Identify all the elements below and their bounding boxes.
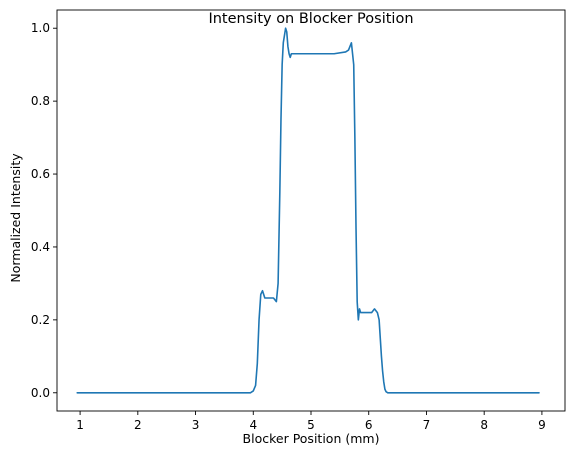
x-tick-label: 9 [538, 418, 546, 432]
y-tick-label: 0.0 [31, 386, 50, 400]
y-tick-label: 0.2 [31, 313, 50, 327]
y-tick-label: 0.4 [31, 240, 50, 254]
y-tick-label: 1.0 [31, 21, 50, 35]
x-tick-label: 6 [365, 418, 373, 432]
x-tick-label: 1 [76, 418, 84, 432]
x-tick-label: 8 [480, 418, 488, 432]
x-tick-label: 7 [423, 418, 431, 432]
x-tick-label: 3 [192, 418, 200, 432]
x-tick-label: 2 [134, 418, 142, 432]
y-axis-label: Normalized Intensity [8, 153, 23, 283]
x-axis-label: Blocker Position (mm) [243, 431, 380, 446]
series-line [76, 27, 540, 394]
x-tick-label: 5 [307, 418, 315, 432]
y-tick-label: 0.8 [31, 94, 50, 108]
y-tick-label: 0.6 [31, 167, 50, 181]
chart-title: Intensity on Blocker Position [208, 11, 413, 27]
x-tick-label: 4 [249, 418, 257, 432]
plot-frame [56, 9, 566, 412]
